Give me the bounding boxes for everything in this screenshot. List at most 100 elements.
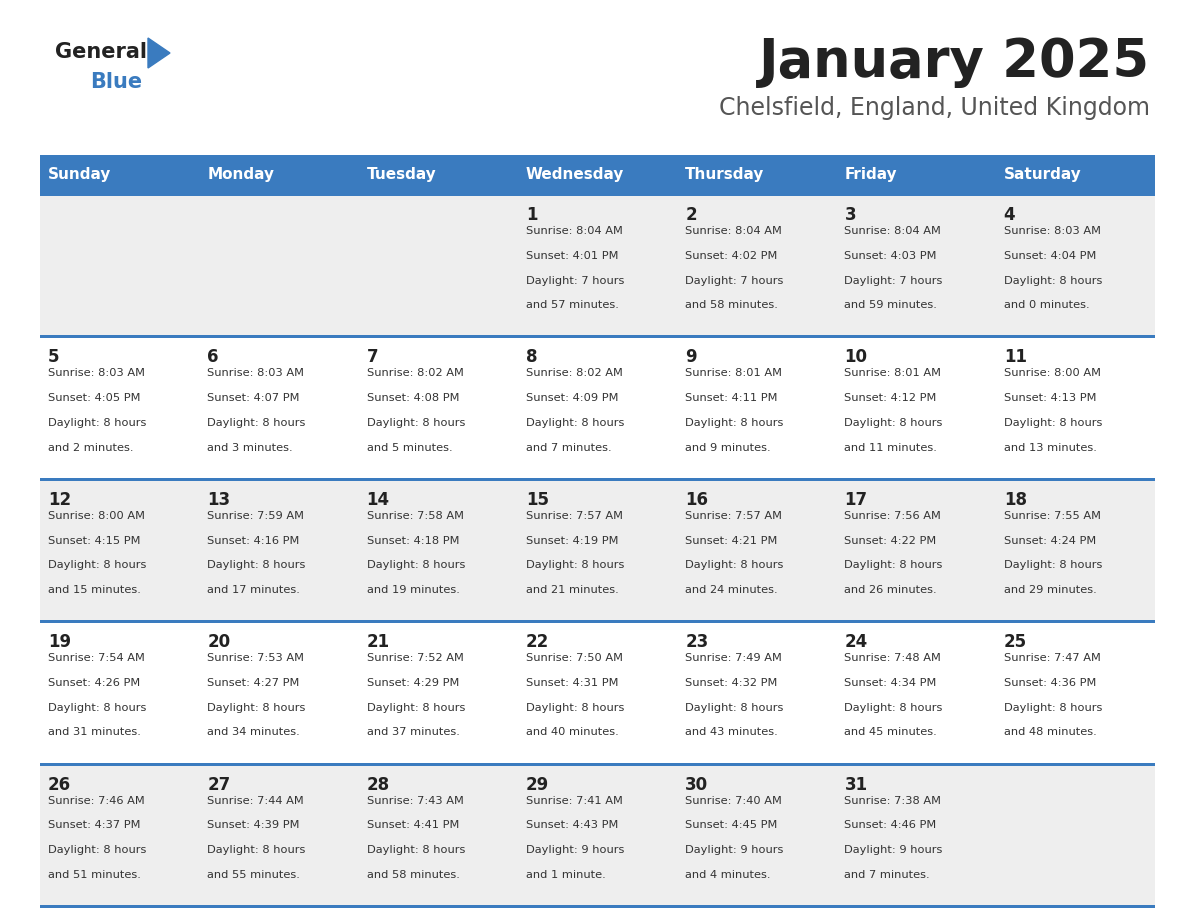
Text: Daylight: 8 hours: Daylight: 8 hours: [207, 560, 305, 570]
Text: Sunrise: 7:40 AM: Sunrise: 7:40 AM: [685, 796, 782, 806]
Text: and 43 minutes.: and 43 minutes.: [685, 727, 778, 737]
Text: and 26 minutes.: and 26 minutes.: [845, 585, 937, 595]
Text: Daylight: 8 hours: Daylight: 8 hours: [1004, 275, 1102, 285]
Text: Sunset: 4:18 PM: Sunset: 4:18 PM: [367, 535, 459, 545]
Text: Sunrise: 7:47 AM: Sunrise: 7:47 AM: [1004, 654, 1100, 663]
Text: Sunrise: 7:58 AM: Sunrise: 7:58 AM: [367, 510, 463, 521]
Text: 19: 19: [48, 633, 71, 651]
Text: Daylight: 8 hours: Daylight: 8 hours: [1004, 702, 1102, 712]
Text: Sunset: 4:29 PM: Sunset: 4:29 PM: [367, 678, 459, 688]
Text: and 45 minutes.: and 45 minutes.: [845, 727, 937, 737]
Text: and 3 minutes.: and 3 minutes.: [207, 442, 293, 453]
Text: 7: 7: [367, 349, 378, 366]
Polygon shape: [148, 38, 170, 68]
Text: 24: 24: [845, 633, 867, 651]
Text: and 9 minutes.: and 9 minutes.: [685, 442, 771, 453]
Text: Sunset: 4:46 PM: Sunset: 4:46 PM: [845, 821, 936, 831]
Text: Sunrise: 8:00 AM: Sunrise: 8:00 AM: [1004, 368, 1101, 378]
Text: Daylight: 8 hours: Daylight: 8 hours: [367, 845, 465, 855]
Text: Sunset: 4:07 PM: Sunset: 4:07 PM: [207, 393, 299, 403]
Text: 5: 5: [48, 349, 59, 366]
Text: Daylight: 8 hours: Daylight: 8 hours: [48, 418, 146, 428]
Text: Monday: Monday: [207, 166, 274, 182]
Text: and 13 minutes.: and 13 minutes.: [1004, 442, 1097, 453]
Text: and 5 minutes.: and 5 minutes.: [367, 442, 453, 453]
Text: Sunrise: 7:49 AM: Sunrise: 7:49 AM: [685, 654, 782, 663]
Bar: [40, 623, 1155, 763]
Text: 30: 30: [685, 776, 708, 793]
Text: and 7 minutes.: and 7 minutes.: [845, 870, 930, 879]
Text: Daylight: 8 hours: Daylight: 8 hours: [526, 560, 624, 570]
Text: Daylight: 8 hours: Daylight: 8 hours: [367, 560, 465, 570]
Text: 9: 9: [685, 349, 697, 366]
Text: Daylight: 7 hours: Daylight: 7 hours: [685, 275, 784, 285]
Text: 15: 15: [526, 491, 549, 509]
Text: 25: 25: [1004, 633, 1026, 651]
Text: and 51 minutes.: and 51 minutes.: [48, 870, 141, 879]
Text: and 55 minutes.: and 55 minutes.: [207, 870, 301, 879]
Text: Sunset: 4:24 PM: Sunset: 4:24 PM: [1004, 535, 1097, 545]
Text: Daylight: 8 hours: Daylight: 8 hours: [685, 560, 784, 570]
Text: and 21 minutes.: and 21 minutes.: [526, 585, 619, 595]
Text: Sunset: 4:43 PM: Sunset: 4:43 PM: [526, 821, 618, 831]
Text: Tuesday: Tuesday: [367, 166, 436, 182]
Text: Daylight: 7 hours: Daylight: 7 hours: [526, 275, 624, 285]
Text: Sunrise: 8:03 AM: Sunrise: 8:03 AM: [207, 368, 304, 378]
Text: 12: 12: [48, 491, 71, 509]
Bar: [996, 155, 1155, 193]
Text: Sunset: 4:08 PM: Sunset: 4:08 PM: [367, 393, 459, 403]
Text: Daylight: 9 hours: Daylight: 9 hours: [845, 845, 943, 855]
Text: 18: 18: [1004, 491, 1026, 509]
Text: Sunset: 4:12 PM: Sunset: 4:12 PM: [845, 393, 937, 403]
Text: 13: 13: [207, 491, 230, 509]
Text: Sunset: 4:37 PM: Sunset: 4:37 PM: [48, 821, 140, 831]
Text: Daylight: 8 hours: Daylight: 8 hours: [207, 418, 305, 428]
Text: Sunrise: 8:02 AM: Sunrise: 8:02 AM: [367, 368, 463, 378]
Text: Saturday: Saturday: [1004, 166, 1081, 182]
Text: Daylight: 8 hours: Daylight: 8 hours: [207, 845, 305, 855]
Text: Sunset: 4:13 PM: Sunset: 4:13 PM: [1004, 393, 1097, 403]
Text: Sunrise: 8:01 AM: Sunrise: 8:01 AM: [685, 368, 782, 378]
Text: and 2 minutes.: and 2 minutes.: [48, 442, 133, 453]
Text: Sunrise: 7:46 AM: Sunrise: 7:46 AM: [48, 796, 145, 806]
Text: Sunrise: 8:04 AM: Sunrise: 8:04 AM: [526, 226, 623, 236]
Text: Daylight: 8 hours: Daylight: 8 hours: [1004, 560, 1102, 570]
Text: Daylight: 8 hours: Daylight: 8 hours: [845, 702, 943, 712]
Bar: [40, 335, 1155, 339]
Text: Sunset: 4:09 PM: Sunset: 4:09 PM: [526, 393, 619, 403]
Bar: [40, 481, 1155, 621]
Text: Sunrise: 7:44 AM: Sunrise: 7:44 AM: [207, 796, 304, 806]
Bar: [40, 763, 1155, 766]
Text: Blue: Blue: [90, 72, 143, 92]
Bar: [518, 155, 677, 193]
Text: Daylight: 8 hours: Daylight: 8 hours: [526, 702, 624, 712]
Text: and 48 minutes.: and 48 minutes.: [1004, 727, 1097, 737]
Text: 22: 22: [526, 633, 549, 651]
Text: Daylight: 8 hours: Daylight: 8 hours: [207, 702, 305, 712]
Text: Daylight: 9 hours: Daylight: 9 hours: [526, 845, 624, 855]
Text: Sunset: 4:21 PM: Sunset: 4:21 PM: [685, 535, 777, 545]
Text: 16: 16: [685, 491, 708, 509]
Text: Sunset: 4:41 PM: Sunset: 4:41 PM: [367, 821, 459, 831]
Text: Sunset: 4:27 PM: Sunset: 4:27 PM: [207, 678, 299, 688]
Text: Sunrise: 8:01 AM: Sunrise: 8:01 AM: [845, 368, 941, 378]
Text: January 2025: January 2025: [759, 36, 1150, 88]
Text: Sunset: 4:04 PM: Sunset: 4:04 PM: [1004, 251, 1097, 261]
Text: Sunrise: 7:48 AM: Sunrise: 7:48 AM: [845, 654, 941, 663]
Text: 20: 20: [207, 633, 230, 651]
Text: Sunrise: 8:03 AM: Sunrise: 8:03 AM: [1004, 226, 1101, 236]
Text: and 58 minutes.: and 58 minutes.: [367, 870, 460, 879]
Text: Sunrise: 7:56 AM: Sunrise: 7:56 AM: [845, 510, 941, 521]
Text: Daylight: 8 hours: Daylight: 8 hours: [367, 702, 465, 712]
Text: Daylight: 7 hours: Daylight: 7 hours: [845, 275, 943, 285]
Bar: [40, 155, 200, 193]
Text: 28: 28: [367, 776, 390, 793]
Text: Sunset: 4:39 PM: Sunset: 4:39 PM: [207, 821, 299, 831]
Text: 2: 2: [685, 206, 697, 224]
Text: 8: 8: [526, 349, 537, 366]
Text: Sunset: 4:32 PM: Sunset: 4:32 PM: [685, 678, 777, 688]
Text: Sunset: 4:34 PM: Sunset: 4:34 PM: [845, 678, 937, 688]
Text: 14: 14: [367, 491, 390, 509]
Text: Sunset: 4:26 PM: Sunset: 4:26 PM: [48, 678, 140, 688]
Text: 6: 6: [207, 349, 219, 366]
